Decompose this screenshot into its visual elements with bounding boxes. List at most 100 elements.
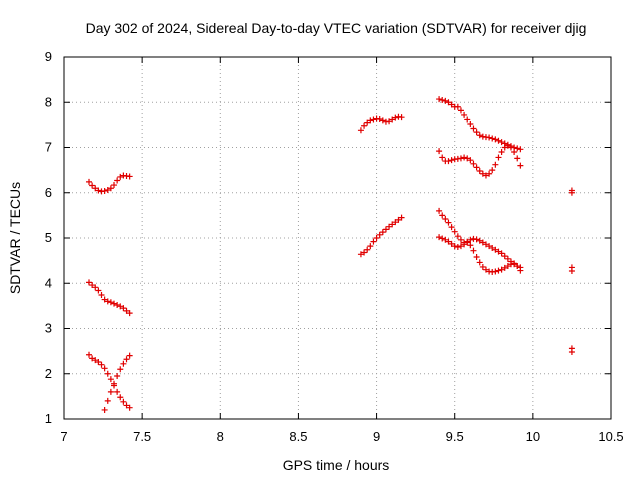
data-point [95, 287, 102, 294]
data-point [117, 303, 124, 310]
data-point [476, 132, 483, 139]
data-point [104, 298, 111, 305]
data-point [370, 116, 377, 123]
data-point [470, 125, 477, 132]
data-point [101, 406, 108, 413]
data-point [101, 187, 108, 194]
data-point [457, 107, 464, 114]
data-point [398, 214, 405, 221]
data-point [92, 284, 99, 291]
y-tick-label: 7 [45, 140, 52, 155]
data-point [492, 268, 499, 275]
data-point [473, 236, 480, 243]
data-point [379, 117, 386, 124]
data-point [376, 231, 383, 238]
data-point [495, 137, 502, 144]
data-point [98, 292, 105, 299]
data-point [504, 255, 511, 262]
data-point [461, 111, 468, 118]
data-point [461, 154, 468, 161]
data-point [457, 236, 464, 243]
data-point [382, 226, 389, 233]
data-point [454, 103, 461, 110]
data-point [111, 380, 118, 387]
data-point [476, 168, 483, 175]
y-tick-label: 6 [45, 185, 52, 200]
data-point [498, 250, 505, 257]
chart-title: Day 302 of 2024, Sidereal Day-to-day VTE… [86, 20, 587, 36]
data-point [514, 263, 521, 270]
data-point [439, 96, 446, 103]
data-point [504, 263, 511, 270]
data-point [479, 239, 486, 246]
data-point [464, 155, 471, 162]
data-point [445, 219, 452, 226]
data-point [123, 402, 130, 409]
data-point [86, 279, 93, 286]
data-point [442, 215, 449, 222]
data-point [568, 268, 575, 275]
data-point [470, 247, 477, 254]
data-point [89, 182, 96, 189]
data-point [104, 370, 111, 377]
data-point [126, 404, 133, 411]
data-point [439, 212, 446, 219]
data-point [476, 259, 483, 266]
data-point [568, 349, 575, 356]
data-point [511, 149, 518, 156]
data-point [467, 236, 474, 243]
data-point [514, 155, 521, 162]
data-point [89, 282, 96, 289]
data-point [514, 145, 521, 152]
data-point [126, 310, 133, 317]
data-point [117, 173, 124, 180]
data-point [107, 376, 114, 383]
data-point [398, 114, 405, 121]
data-point [501, 253, 508, 260]
data-point [95, 187, 102, 194]
series-arc-9.4-top [436, 96, 524, 153]
data-point [126, 352, 133, 359]
data-point [467, 242, 474, 249]
axis-ticks: 7 7.5 8 8.5 9 9.5 10 10.5 1 2 3 4 5 6 7 8 9 [45, 49, 624, 444]
data-point [498, 266, 505, 273]
data-point [101, 365, 108, 372]
data-point [492, 136, 499, 143]
series-arc-7-low-a [86, 351, 133, 411]
data-point [495, 154, 502, 161]
data-point [86, 178, 93, 185]
y-tick-label: 8 [45, 94, 52, 109]
data-point [436, 96, 443, 103]
data-point [89, 355, 96, 362]
data-points [86, 96, 575, 413]
data-point [473, 129, 480, 136]
data-point [364, 119, 371, 126]
data-point [107, 388, 114, 395]
data-point [386, 223, 393, 230]
data-point [436, 234, 443, 241]
data-point [370, 238, 377, 245]
data-point [95, 358, 102, 365]
data-point [111, 182, 118, 189]
data-point [486, 134, 493, 141]
y-tick-label: 5 [45, 230, 52, 245]
data-point [117, 394, 124, 401]
data-point [107, 185, 114, 192]
x-tick-label: 7 [60, 429, 67, 444]
data-point [504, 142, 511, 149]
data-point [389, 116, 396, 123]
data-point [476, 237, 483, 244]
data-point [392, 219, 399, 226]
data-point [123, 307, 130, 314]
data-point [123, 356, 130, 363]
data-point [361, 249, 368, 256]
data-point [492, 161, 499, 168]
x-tick-label: 10.5 [598, 429, 623, 444]
data-point [486, 170, 493, 177]
data-point [386, 118, 393, 125]
data-point [389, 221, 396, 228]
data-point [114, 388, 121, 395]
data-point [489, 244, 496, 251]
grid [64, 57, 611, 419]
data-point [114, 177, 121, 184]
